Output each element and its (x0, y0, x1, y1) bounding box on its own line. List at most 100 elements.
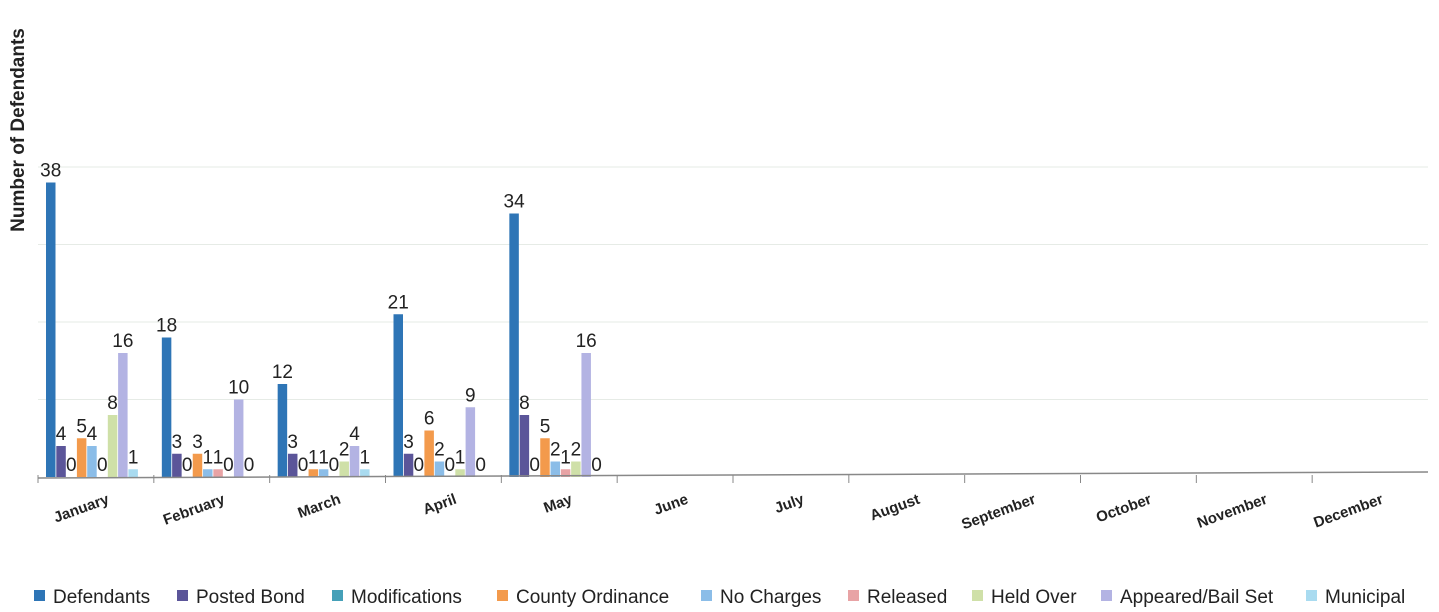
bar-january-municipal (128, 469, 138, 477)
data-label: 1 (128, 447, 139, 468)
data-label: 4 (56, 424, 67, 445)
bar-may-defendants (509, 213, 519, 477)
legend-item-posted-bond: Posted Bond (177, 587, 305, 608)
legend-label: Defendants (53, 587, 150, 608)
bar-january-appeared-bail-set (118, 353, 128, 477)
bar-april-appeared-bail-set (465, 407, 476, 477)
bar-march-posted-bond (287, 453, 298, 477)
legend-swatch (497, 590, 508, 601)
y-axis-label: Number of Defendants (8, 28, 29, 232)
legend-item-released: Released (848, 587, 947, 608)
data-label: 0 (223, 455, 234, 476)
bar-january-no-charges (87, 446, 97, 477)
x-tick-label-may: May (541, 491, 575, 517)
legend-item-municipal: Municipal (1306, 587, 1405, 608)
data-label: 1 (202, 447, 213, 468)
legend-swatch (1306, 590, 1317, 601)
data-label: 2 (339, 440, 350, 461)
legend-label: County Ordinance (516, 587, 669, 608)
data-label: 9 (465, 385, 476, 406)
data-label: 16 (112, 331, 133, 352)
bar-may-appeared-bail-set (581, 353, 591, 477)
data-label: 5 (540, 416, 551, 437)
x-tick-label-june: June (652, 491, 691, 519)
data-label: 3 (287, 432, 298, 453)
bars (46, 182, 591, 477)
bar-march-county-ordinance (308, 469, 319, 477)
legend-item-modifications: Modifications (332, 587, 462, 608)
x-tick-label-december: December (1311, 491, 1385, 532)
data-label: 0 (66, 455, 77, 476)
bar-may-held-over (571, 461, 581, 477)
data-label: 0 (298, 455, 309, 476)
data-label: 0 (529, 455, 540, 476)
x-tick-label-july: July (772, 491, 807, 517)
data-label: 0 (475, 455, 486, 476)
bar-january-held-over (107, 415, 118, 477)
legend: Defendants Posted Bond Modifications County… (34, 587, 1405, 608)
x-axis-ticks: January February March April May June July Augu… (37, 475, 1386, 534)
data-label: 21 (388, 292, 409, 313)
data-label: 18 (156, 316, 177, 337)
data-label: 1 (213, 447, 224, 468)
bar-april-no-charges (434, 461, 445, 477)
bar-march-no-charges (318, 469, 329, 477)
bar-may-county-ordinance (540, 438, 550, 477)
legend-item-held-over: Held Over (972, 587, 1077, 608)
data-label: 2 (571, 440, 582, 461)
data-label: 8 (107, 393, 118, 414)
legend-label: Posted Bond (196, 587, 305, 608)
bar-may-posted-bond (519, 415, 530, 477)
legend-label: Released (867, 587, 947, 608)
data-label: 8 (519, 393, 530, 414)
data-label: 0 (97, 455, 108, 476)
x-tick-label-august: August (868, 491, 922, 525)
x-tick-label-february: February (161, 491, 228, 529)
data-label: 5 (76, 416, 87, 437)
bar-may-released (560, 469, 571, 477)
data-label: 1 (360, 447, 371, 468)
x-tick-label-march: March (296, 491, 343, 522)
data-label: 4 (87, 424, 98, 445)
legend-item-county-ordinance: County Ordinance (497, 587, 669, 608)
data-label: 38 (40, 161, 61, 182)
legend-label: No Charges (720, 587, 821, 608)
bar-february-appeared-bail-set (233, 399, 244, 477)
data-label: 1 (318, 447, 329, 468)
data-label: 34 (504, 192, 526, 213)
bar-february-no-charges (203, 469, 213, 477)
legend-swatch (701, 590, 712, 601)
x-tick-label-october: October (1094, 491, 1154, 527)
x-tick-label-january: January (51, 491, 111, 527)
data-label: 2 (434, 440, 445, 461)
gridlines (38, 166, 1428, 400)
data-label: 4 (349, 424, 360, 445)
legend-label: Modifications (351, 587, 462, 608)
data-label: 0 (182, 455, 193, 476)
legend-swatch (848, 590, 859, 601)
data-label: 1 (455, 447, 466, 468)
legend-label: Appeared/Bail Set (1120, 587, 1274, 608)
data-label: 0 (444, 455, 455, 476)
x-tick-label-november: November (1195, 491, 1270, 532)
bar-february-defendants (161, 337, 172, 477)
legend-item-appeared-bail-set: Appeared/Bail Set (1101, 587, 1274, 608)
bar-march-appeared-bail-set (349, 446, 360, 477)
legend-swatch (332, 590, 343, 601)
data-label: 16 (576, 331, 597, 352)
legend-item-defendants: Defendants (34, 587, 150, 608)
data-label: 10 (228, 378, 249, 399)
bar-april-county-ordinance (424, 430, 434, 477)
bar-february-released (213, 469, 223, 477)
x-tick-label-september: September (959, 491, 1038, 534)
legend-label: Municipal (1325, 587, 1405, 608)
legend-swatch (177, 590, 188, 601)
data-label: 0 (591, 455, 602, 476)
legend-swatch (972, 590, 983, 601)
bar-february-county-ordinance (192, 453, 203, 477)
bar-march-municipal (360, 469, 370, 477)
bar-february-posted-bond (172, 453, 182, 477)
data-label: 3 (172, 432, 183, 453)
bar-january-defendants (46, 182, 56, 477)
x-tick-label-april: April (421, 491, 459, 519)
